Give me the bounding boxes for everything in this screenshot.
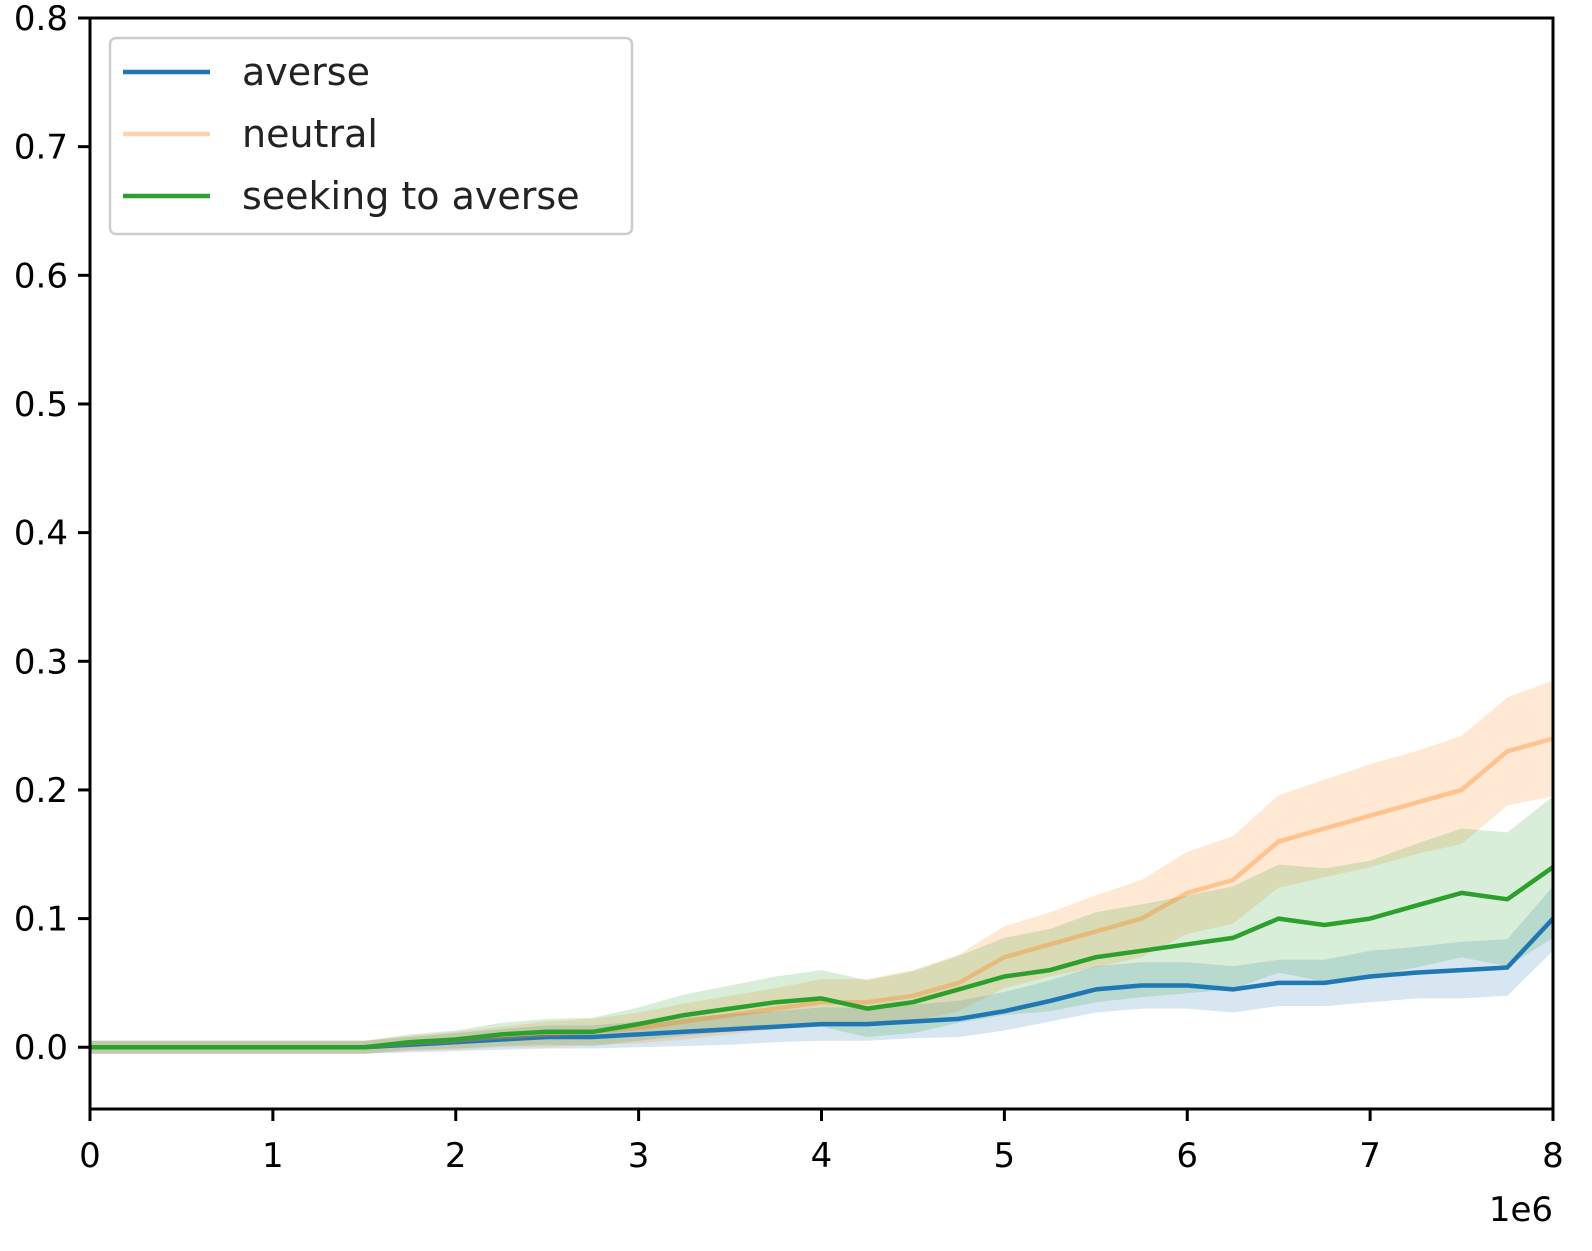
y-tick-label: 0.1	[14, 900, 68, 940]
confidence-bands	[90, 680, 1553, 1054]
y-tick-label: 0.8	[14, 0, 68, 39]
x-tick-label: 7	[1359, 1136, 1381, 1176]
band-averse	[90, 886, 1553, 1054]
x-tick-label: 1	[262, 1136, 284, 1176]
legend: averse neutral seeking to averse	[108, 36, 634, 236]
y-tick-label: 0.6	[14, 256, 68, 296]
legend-label: averse	[242, 50, 370, 94]
x-tick-label: 3	[628, 1136, 650, 1176]
x-tick-label: 0	[79, 1136, 101, 1176]
legend-box	[108, 36, 634, 236]
y-tick-label: 0.7	[14, 128, 68, 168]
x-tick-label: 2	[445, 1136, 467, 1176]
x-axis-offset-label: 1e6	[1489, 1190, 1553, 1230]
band-seeking-to-averse	[90, 796, 1553, 1054]
x-tick-label: 4	[811, 1136, 833, 1176]
y-tick-label: 0.5	[14, 385, 68, 425]
y-tick-label: 0.3	[14, 642, 68, 682]
series-lines	[90, 736, 1555, 1050]
legend-label: neutral	[242, 112, 378, 156]
band-neutral	[90, 680, 1553, 1054]
series-line-seeking-to-averse	[90, 865, 1555, 1050]
y-tick-label: 0.4	[14, 514, 68, 554]
legend-label: seeking to averse	[242, 174, 580, 218]
y-tick-label: 0.0	[14, 1028, 68, 1068]
y-tick-label: 0.2	[14, 771, 68, 811]
x-axis-ticks: 0 1 2 3 4 5 6 7 8	[79, 1109, 1564, 1176]
y-axis-ticks: 0.0 0.1 0.2 0.3 0.4 0.5 0.6 0.7 0.8	[14, 0, 90, 1068]
x-tick-label: 8	[1542, 1136, 1564, 1176]
x-tick-label: 6	[1176, 1136, 1198, 1176]
x-tick-label: 5	[994, 1136, 1016, 1176]
